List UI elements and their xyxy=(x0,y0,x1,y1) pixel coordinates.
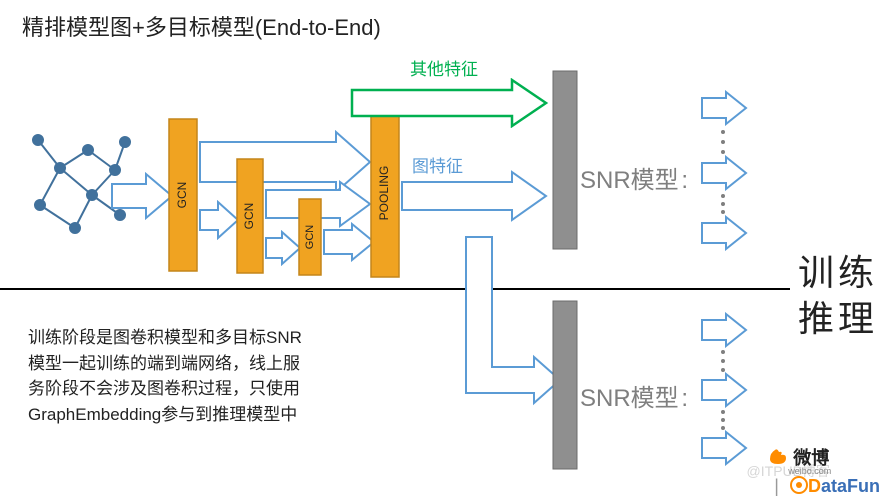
pooling-block: POOLING xyxy=(370,108,400,278)
svg-text:POOLING: POOLING xyxy=(377,166,391,221)
dots-bottom-1 xyxy=(718,348,728,374)
snr-top-block xyxy=(552,70,578,250)
footer-logos: 微博 weibo.com | DataFun xyxy=(768,444,880,497)
arrow-out-top-2 xyxy=(700,155,750,191)
dots-top-2 xyxy=(718,192,728,216)
datafun-logo: DataFun xyxy=(790,476,880,496)
snr-top-label: SNR模型 : xyxy=(580,160,684,195)
arrow-graph-to-gcn1 xyxy=(110,172,176,220)
page-title: 精排模型图+多目标模型(End-to-End) xyxy=(22,10,381,42)
dots-top-1 xyxy=(718,128,728,156)
arrow-out-bottom-3 xyxy=(700,430,750,466)
other-features-label: 其他特征 xyxy=(410,55,478,80)
dots-bottom-2 xyxy=(718,408,728,432)
gcn3-block: GCN xyxy=(298,198,322,276)
snr-bottom-label: SNR模型 : xyxy=(580,378,684,413)
arrow-out-top-1 xyxy=(700,90,750,126)
graph-features-label: 图特征 xyxy=(412,152,463,177)
svg-text:GCN: GCN xyxy=(242,203,256,230)
arrow-down-right xyxy=(464,235,564,410)
divider-line xyxy=(0,288,790,290)
infer-label: 推理 xyxy=(798,290,878,342)
svg-text:GCN: GCN xyxy=(175,182,189,209)
gcn2-block: GCN xyxy=(236,158,264,274)
description-text: 训练阶段是图卷积模型和多目标SNR 模型一起训练的端到端网络，线上服 务阶段不会… xyxy=(28,325,348,427)
arrow-out-top-3 xyxy=(700,215,750,251)
arrow-other-features xyxy=(350,78,550,128)
gcn1-block: GCN xyxy=(168,118,198,272)
weibo-logo: 微博 weibo.com xyxy=(768,448,880,476)
arrow-graph-features xyxy=(400,170,550,222)
train-label: 训练 xyxy=(798,244,878,296)
arrow-out-bottom-1 xyxy=(700,312,750,348)
svg-text:GCN: GCN xyxy=(304,225,316,250)
snr-bottom-block xyxy=(552,300,578,470)
arrow-out-bottom-2 xyxy=(700,372,750,408)
